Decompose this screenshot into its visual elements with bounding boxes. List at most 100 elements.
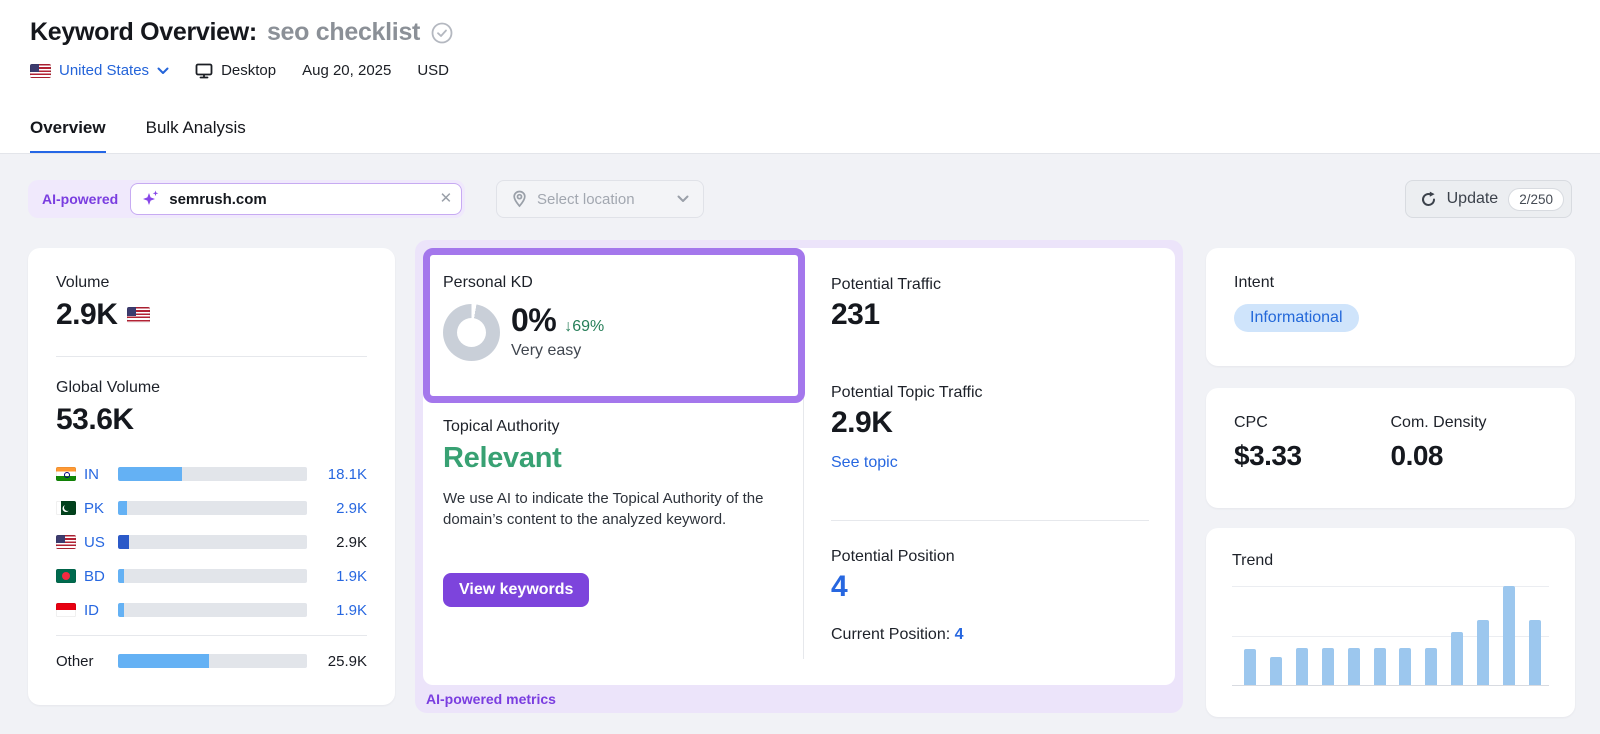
cpc-card: CPC $3.33 Com. Density 0.08 xyxy=(1206,388,1575,508)
trend-bar xyxy=(1373,648,1386,685)
divider xyxy=(803,256,804,659)
country-volume-value[interactable]: 1.9K xyxy=(336,601,367,619)
trend-bar xyxy=(1321,648,1334,685)
us-flag-icon xyxy=(127,307,151,323)
country-row: US 2.9K xyxy=(56,525,367,559)
refresh-icon xyxy=(1420,191,1437,208)
tab-overview[interactable]: Overview xyxy=(30,118,106,154)
cpc-value: $3.33 xyxy=(1234,440,1302,471)
potential-column: Potential Traffic 231 Potential Topic Tr… xyxy=(831,248,1175,685)
location-select-placeholder: Select location xyxy=(537,190,635,208)
country-code-link[interactable]: BD xyxy=(84,567,105,585)
view-keywords-button[interactable]: View keywords xyxy=(443,573,590,607)
trend-bar xyxy=(1295,648,1308,685)
location-select[interactable]: Select location xyxy=(496,180,704,218)
potential-topic-traffic-value: 2.9K xyxy=(831,406,893,439)
global-volume-value: 53.6K xyxy=(56,403,134,436)
tab-bar: Overview Bulk Analysis xyxy=(30,118,246,154)
country-volume-bar xyxy=(118,467,307,481)
chevron-down-icon xyxy=(157,67,169,75)
volume-value: 2.9K xyxy=(56,298,118,331)
country-volume-value[interactable]: 18.1K xyxy=(327,465,367,483)
us-flag-icon xyxy=(30,63,51,78)
kd-value: 0% xyxy=(511,302,557,338)
report-settings-row: United States Desktop Aug 20, 2025 USD xyxy=(30,62,449,79)
id-flag-icon xyxy=(56,603,76,617)
potential-traffic-label: Potential Traffic xyxy=(831,276,941,293)
country-volume-bar xyxy=(118,603,307,617)
trend-bar xyxy=(1269,657,1282,685)
gridline xyxy=(1232,586,1549,587)
update-button[interactable]: Update 2/250 xyxy=(1404,180,1572,218)
clear-input-icon[interactable]: ✕ xyxy=(439,190,453,207)
country-volume-value[interactable]: 1.9K xyxy=(336,567,367,585)
page-title-row: Keyword Overview: seo checklist xyxy=(30,18,454,47)
potential-position-value: 4 xyxy=(831,570,848,603)
country-code-link[interactable]: ID xyxy=(84,601,99,619)
toolbar: AI-powered ✕ Select location Update 2/25… xyxy=(28,180,1572,218)
kd-donut-chart xyxy=(443,304,500,361)
topical-authority-value: Relevant xyxy=(443,442,562,474)
trend-bar-chart xyxy=(1232,586,1549,686)
ai-metrics-card: Personal KD 0% ↓69% Very easy Topical Au… xyxy=(423,248,1175,685)
date-indicator: Aug 20, 2025 xyxy=(302,62,392,79)
location-pin-icon xyxy=(511,190,528,208)
us-flag-icon xyxy=(56,535,76,549)
current-position-row: Current Position: 4 xyxy=(831,626,964,644)
intent-badge: Informational xyxy=(1234,304,1359,332)
currency-indicator: USD xyxy=(417,62,450,79)
other-label: Other xyxy=(56,652,94,670)
divider xyxy=(56,635,367,636)
trend-bar xyxy=(1477,619,1490,685)
kd-delta: ↓69% xyxy=(564,318,605,335)
page-title-keyword: seo checklist xyxy=(266,18,421,46)
country-volume-bar xyxy=(118,501,307,515)
other-volume-bar xyxy=(118,654,307,668)
trend-bar xyxy=(1425,648,1438,685)
tabs-divider xyxy=(0,153,1600,154)
update-count-badge: 2/250 xyxy=(1508,187,1564,211)
pk-flag-icon xyxy=(56,501,76,515)
volume-card: Volume 2.9K Global Volume 53.6K IN 18.1K P… xyxy=(28,248,395,705)
trend-bar xyxy=(1528,619,1541,685)
country-list: IN 18.1K PK 2.9K US 2.9K BD 1.9K ID 1.9K xyxy=(56,457,367,627)
ai-sparkle-icon xyxy=(141,190,161,208)
personal-kd-label: Personal KD xyxy=(443,274,533,291)
cpc-column: CPC $3.33 xyxy=(1234,414,1391,482)
country-code-link[interactable]: US xyxy=(84,533,105,551)
bd-flag-icon xyxy=(56,569,76,583)
trend-bar xyxy=(1399,648,1412,685)
global-volume-label: Global Volume xyxy=(56,379,161,396)
country-selector[interactable]: United States xyxy=(30,62,169,79)
trend-bar xyxy=(1347,648,1360,685)
country-volume-bar xyxy=(118,569,307,583)
tab-bulk-analysis[interactable]: Bulk Analysis xyxy=(145,118,246,137)
trend-label: Trend xyxy=(1232,552,1274,569)
country-code-link[interactable]: IN xyxy=(84,465,99,483)
country-volume-value[interactable]: 2.9K xyxy=(336,499,367,517)
see-topic-link[interactable]: See topic xyxy=(831,454,898,471)
ai-powered-metrics-label: AI-powered metrics xyxy=(426,691,556,707)
intent-label: Intent xyxy=(1234,274,1275,291)
domain-input[interactable] xyxy=(130,183,463,215)
topical-authority-label: Topical Authority xyxy=(443,418,560,435)
potential-traffic-value: 231 xyxy=(831,298,880,331)
country-code-link[interactable]: PK xyxy=(84,499,105,517)
chevron-down-icon xyxy=(677,195,689,203)
domain-input-wrap: ✕ xyxy=(130,183,463,215)
country-row: ID 1.9K xyxy=(56,593,367,627)
trend-bar xyxy=(1244,649,1256,685)
divider xyxy=(56,356,367,357)
divider xyxy=(831,520,1149,521)
ai-domain-group: AI-powered ✕ xyxy=(28,180,466,218)
current-position-value[interactable]: 4 xyxy=(954,626,964,643)
country-row: BD 1.9K xyxy=(56,559,367,593)
current-position-label: Current Position: xyxy=(831,626,951,643)
country-volume-value: 2.9K xyxy=(336,533,367,551)
ai-powered-label: AI-powered xyxy=(42,191,119,207)
potential-position-label: Potential Position xyxy=(831,548,955,565)
intent-card: Intent Informational xyxy=(1206,248,1575,366)
ai-metrics-container: Personal KD 0% ↓69% Very easy Topical Au… xyxy=(415,240,1183,713)
cpc-label: CPC xyxy=(1234,414,1268,431)
